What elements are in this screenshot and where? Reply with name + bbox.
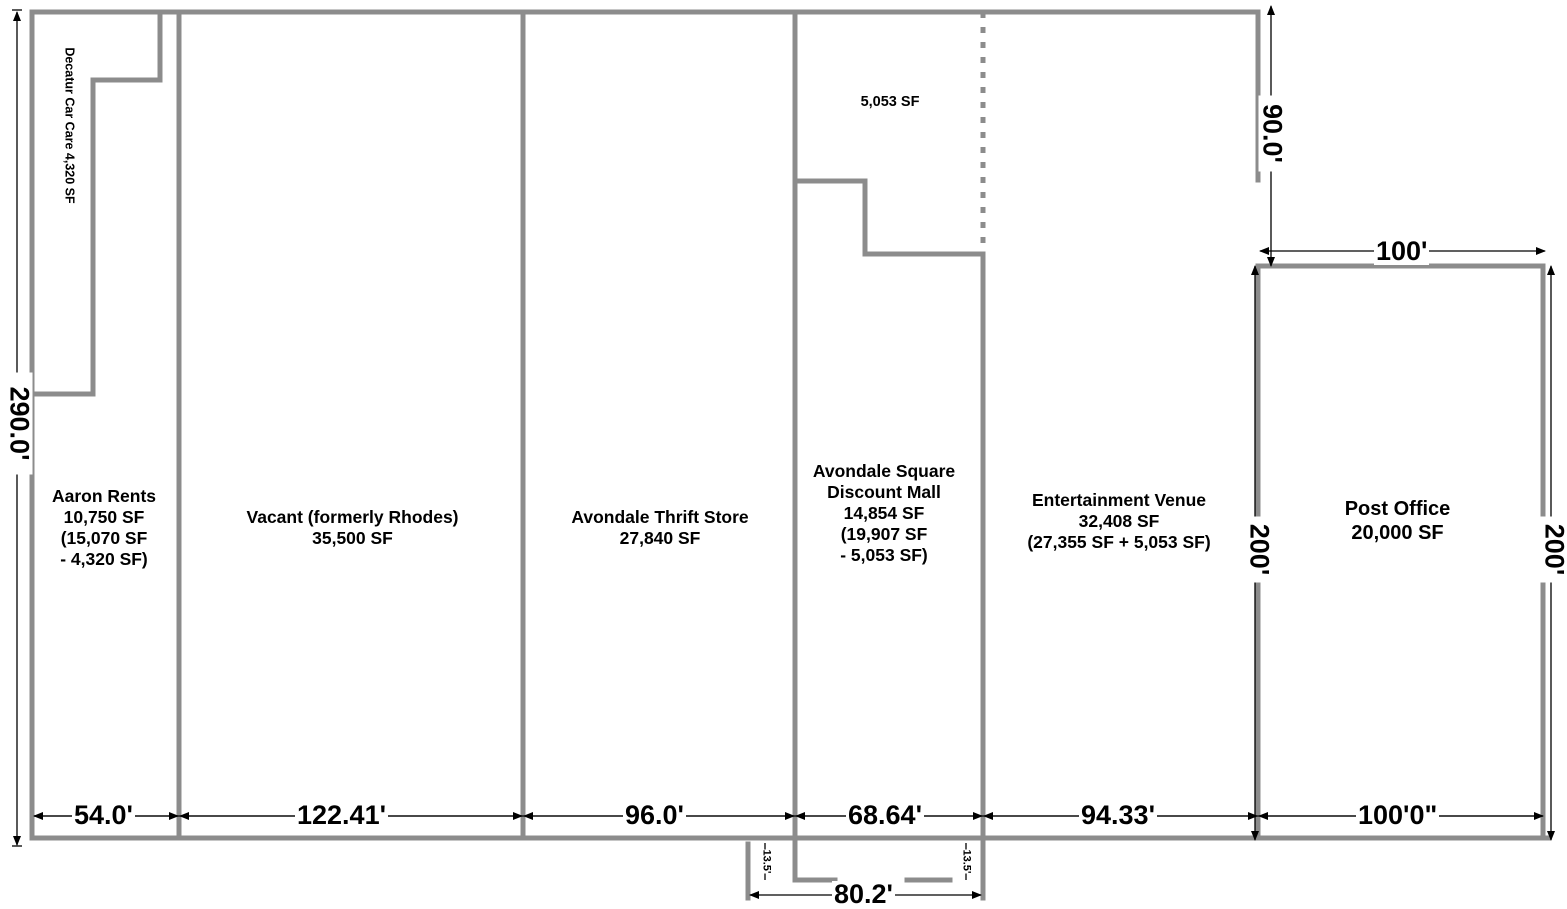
dim-100-top-text: 100' bbox=[1374, 236, 1430, 266]
interior-partitions bbox=[29, 9, 986, 841]
venue-breakdown: (27,355 SF + 5,053 SF) bbox=[1027, 532, 1211, 552]
width-68-text: 68.64' bbox=[846, 800, 924, 830]
vacant-name: Vacant (formerly Rhodes) bbox=[246, 507, 459, 527]
entrance-right-text: 13.5' bbox=[960, 849, 973, 874]
vacant-area: 35,500 SF bbox=[312, 528, 393, 548]
width-94-text: 94.33' bbox=[1079, 800, 1157, 830]
thrift-label: Avondale Thrift Store 27,840 SF bbox=[530, 507, 790, 549]
mall-gross: (19,907 SF bbox=[840, 524, 928, 544]
vacant-label: Vacant (formerly Rhodes) 35,500 SF bbox=[200, 507, 505, 549]
dim-90-text: 90.0' bbox=[1258, 95, 1288, 172]
aaron-name: Aaron Rents bbox=[51, 486, 157, 506]
venue-label: Entertainment Venue 32,408 SF (27,355 SF… bbox=[990, 490, 1248, 553]
mall-name-1: Avondale Square bbox=[812, 461, 956, 481]
mall-area: 14,854 SF bbox=[843, 503, 925, 523]
venue-area: 32,408 SF bbox=[1078, 511, 1160, 531]
width-122-text: 122.41' bbox=[295, 800, 389, 830]
mall-upper-label: 5,053 SF bbox=[860, 94, 920, 110]
aaron-rents-label: Aaron Rents 10,750 SF (15,070 SF - 4,320… bbox=[34, 486, 174, 570]
thrift-name: Avondale Thrift Store bbox=[571, 507, 749, 527]
entrance-left-jamb bbox=[792, 835, 838, 883]
width-96-text: 96.0' bbox=[623, 800, 686, 830]
entrance-bump-out bbox=[745, 835, 986, 901]
entrance-left-text: 13.5' bbox=[760, 849, 773, 874]
aaron-deduct: - 4,320 SF) bbox=[60, 549, 148, 569]
dimension-lines bbox=[12, 5, 1555, 899]
entrance-width-text: 80.2' bbox=[832, 879, 895, 909]
dim-200-right-text: 200' bbox=[1540, 516, 1567, 583]
decatur-partition bbox=[29, 9, 163, 397]
building-walls bbox=[29, 9, 1551, 841]
mall-name-2: Discount Mall bbox=[827, 482, 941, 502]
mall-label: Avondale Square Discount Mall 14,854 SF … bbox=[798, 461, 970, 566]
width-54-text: 54.0' bbox=[72, 800, 135, 830]
dim-290-text: 290.0' bbox=[5, 372, 35, 475]
post-office-label: Post Office 20,000 SF bbox=[1275, 497, 1520, 545]
decatur-label: Decatur Car Care 4,320 SF bbox=[62, 47, 77, 204]
dim-200-left-text: 200' bbox=[1245, 516, 1275, 583]
post-name: Post Office bbox=[1344, 498, 1451, 520]
mall-deduct: - 5,053 SF) bbox=[840, 545, 928, 565]
venue-name: Entertainment Venue bbox=[1031, 490, 1207, 510]
aaron-gross: (15,070 SF bbox=[60, 528, 148, 548]
mall-upper-partition bbox=[792, 178, 986, 841]
aaron-area: 10,750 SF bbox=[63, 507, 145, 527]
post-area: 20,000 SF bbox=[1351, 522, 1444, 544]
thrift-area: 27,840 SF bbox=[619, 528, 701, 548]
width-100-text: 100'0" bbox=[1356, 800, 1440, 830]
